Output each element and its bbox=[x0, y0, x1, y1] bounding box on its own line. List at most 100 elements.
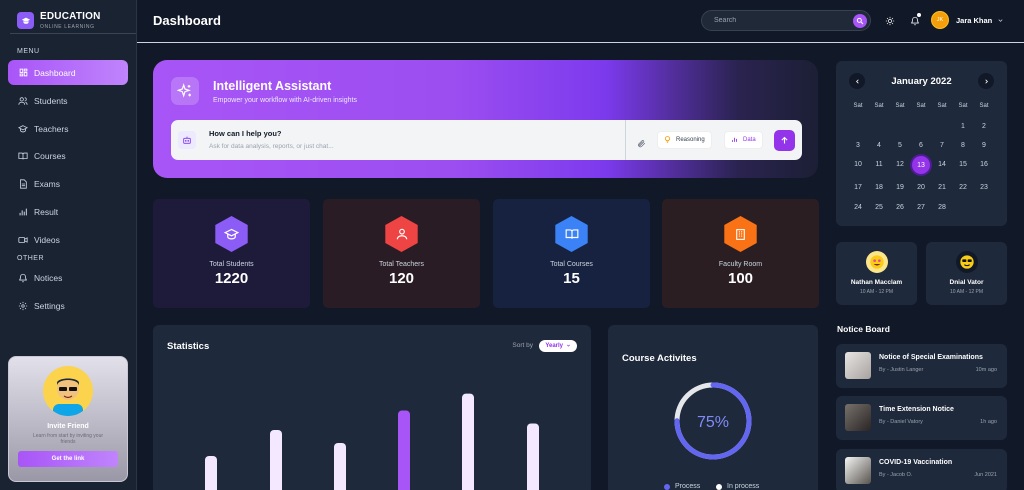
sidebar-item-label: Exams bbox=[34, 178, 60, 189]
sort-select[interactable]: Yearly bbox=[539, 340, 577, 352]
lightbulb-icon bbox=[664, 135, 671, 145]
assistant-title: Intelligent Assistant bbox=[213, 79, 332, 93]
sidebar-item-videos[interactable]: Videos bbox=[8, 227, 128, 252]
legend-label: In process bbox=[727, 483, 760, 490]
stat-label: Faculty Room bbox=[718, 261, 763, 268]
chart-bar bbox=[334, 443, 346, 490]
stat-card-courses[interactable]: Total Courses 15 bbox=[493, 199, 650, 308]
prompt-question: How can I help you? bbox=[209, 129, 282, 138]
stat-value: 1220 bbox=[214, 270, 249, 287]
ring-label: 75% bbox=[697, 414, 729, 431]
calendar-day[interactable]: 25 bbox=[875, 204, 883, 211]
calendar-day[interactable]: 13 bbox=[912, 156, 930, 174]
calendar-day[interactable]: 28 bbox=[938, 204, 946, 211]
calendar-day[interactable]: 5 bbox=[898, 142, 902, 149]
chevron-right-icon[interactable] bbox=[978, 73, 994, 89]
paperclip-icon[interactable] bbox=[637, 135, 646, 153]
sidebar-item-label: Students bbox=[34, 95, 68, 106]
calendar-day[interactable]: 1 bbox=[961, 123, 965, 130]
sidebar-item-result[interactable]: Result bbox=[8, 199, 128, 224]
sidebar-item-label: Notices bbox=[34, 272, 63, 283]
get-link-button[interactable]: Get the link bbox=[18, 451, 118, 467]
teacher-card[interactable]: Nathan Macclam 10 AM - 12 PM bbox=[836, 242, 917, 305]
statistics-title: Statistics bbox=[167, 341, 210, 352]
calendar-day[interactable]: 6 bbox=[919, 142, 923, 149]
sidebar-item-exams[interactable]: Exams bbox=[8, 171, 128, 196]
calendar-day[interactable]: 27 bbox=[917, 204, 925, 211]
calendar-day[interactable]: 17 bbox=[854, 184, 862, 191]
calendar-day[interactable]: 26 bbox=[896, 204, 904, 211]
calendar-day[interactable]: 21 bbox=[938, 184, 946, 191]
chevron-left-icon[interactable] bbox=[849, 73, 865, 89]
stat-card-faculty-room[interactable]: Faculty Room 100 bbox=[662, 199, 819, 308]
teacher-card[interactable]: Dnial Vator 10 AM - 12 PM bbox=[926, 242, 1007, 305]
calendar-day[interactable]: 12 bbox=[896, 161, 904, 168]
notice-author: By - Jacob O. bbox=[879, 472, 913, 478]
stat-card-students[interactable]: Total Students 1220 bbox=[153, 199, 310, 308]
calendar-day[interactable]: 24 bbox=[854, 204, 862, 211]
calendar-title: January 2022 bbox=[891, 76, 952, 87]
sun-icon[interactable] bbox=[884, 15, 895, 26]
notice-title: Time Extension Notice bbox=[879, 406, 954, 413]
calendar-day[interactable]: 8 bbox=[961, 142, 965, 149]
sidebar-item-label: Dashboard bbox=[34, 67, 76, 78]
notice-item[interactable]: Notice of Special Examinations By - Just… bbox=[836, 344, 1007, 388]
document-icon bbox=[18, 178, 28, 189]
bell-icon[interactable] bbox=[909, 13, 921, 26]
user-name: Jara Khan bbox=[956, 15, 993, 25]
bell-icon bbox=[18, 273, 28, 283]
sidebar-item-dashboard[interactable]: Dashboard bbox=[8, 60, 128, 85]
brand[interactable]: EDUCATION ONLINE LEARNING bbox=[0, 0, 136, 34]
chart-bar bbox=[205, 456, 217, 490]
data-chip[interactable]: Data bbox=[724, 131, 763, 149]
chart-bar bbox=[462, 393, 474, 490]
notification-dot bbox=[917, 13, 921, 17]
brand-title: EDUCATION bbox=[40, 11, 101, 22]
sidebar-item-students[interactable]: Students bbox=[8, 88, 128, 113]
stat-card-teachers[interactable]: Total Teachers 120 bbox=[323, 199, 480, 308]
menu-heading: MENU bbox=[17, 48, 40, 55]
calendar-day[interactable]: 3 bbox=[856, 142, 860, 149]
calendar-day[interactable]: 14 bbox=[938, 161, 946, 168]
sidebar-item-settings[interactable]: Settings bbox=[8, 293, 128, 318]
weekday-label: Sat bbox=[937, 103, 947, 109]
header: Dashboard JK Jara Khan bbox=[137, 0, 1024, 43]
notice-item[interactable]: Time Extension Notice By - Daniel Vatory… bbox=[836, 396, 1007, 440]
intelligent-assistant-card: Intelligent Assistant Empower your workf… bbox=[153, 60, 818, 178]
send-button[interactable] bbox=[774, 130, 795, 151]
calendar-day[interactable]: 2 bbox=[982, 123, 986, 130]
notice-title: COVID-19 Vaccination bbox=[879, 459, 953, 466]
chevron-down-icon bbox=[566, 343, 571, 350]
search-icon[interactable] bbox=[853, 14, 867, 28]
calendar-day[interactable]: 22 bbox=[959, 184, 967, 191]
sparkles-icon bbox=[171, 77, 199, 105]
calendar-day[interactable]: 23 bbox=[980, 184, 988, 191]
calendar-day[interactable]: 11 bbox=[875, 161, 883, 168]
calendar-day[interactable]: 16 bbox=[980, 161, 988, 168]
statistics-panel: Statistics Sort by Yearly bbox=[153, 325, 591, 490]
sidebar-item-courses[interactable]: Courses bbox=[8, 143, 128, 168]
calendar-day[interactable]: 7 bbox=[940, 142, 944, 149]
ring-progress bbox=[674, 382, 752, 460]
sidebar-item-label: Videos bbox=[34, 234, 60, 245]
chart-bar bbox=[270, 430, 282, 490]
calendar-day[interactable]: 10 bbox=[854, 161, 862, 168]
calendar-day[interactable]: 19 bbox=[896, 184, 904, 191]
calendar-day[interactable]: 20 bbox=[917, 184, 925, 191]
search-input[interactable] bbox=[714, 17, 844, 24]
user-icon bbox=[385, 216, 418, 252]
user-menu[interactable]: JK Jara Khan bbox=[931, 11, 1004, 29]
sidebar-item-notices[interactable]: Notices bbox=[8, 265, 128, 290]
assistant-prompt[interactable]: How can I help you? Ask for data analysi… bbox=[171, 120, 802, 160]
chart-bar bbox=[398, 410, 410, 490]
reasoning-chip[interactable]: Reasoning bbox=[657, 131, 712, 149]
calendar-day[interactable]: 15 bbox=[959, 161, 967, 168]
notice-item[interactable]: COVID-19 Vaccination By - Jacob O. Jun 2… bbox=[836, 449, 1007, 490]
calendar-day[interactable]: 4 bbox=[877, 142, 881, 149]
calendar-day[interactable]: 9 bbox=[982, 142, 986, 149]
teacher-time: 10 AM - 12 PM bbox=[949, 289, 984, 295]
sidebar-item-label: Teachers bbox=[34, 123, 69, 134]
calendar-day[interactable]: 18 bbox=[875, 184, 883, 191]
sidebar-item-teachers[interactable]: Teachers bbox=[8, 116, 128, 141]
grid-icon bbox=[18, 68, 28, 78]
